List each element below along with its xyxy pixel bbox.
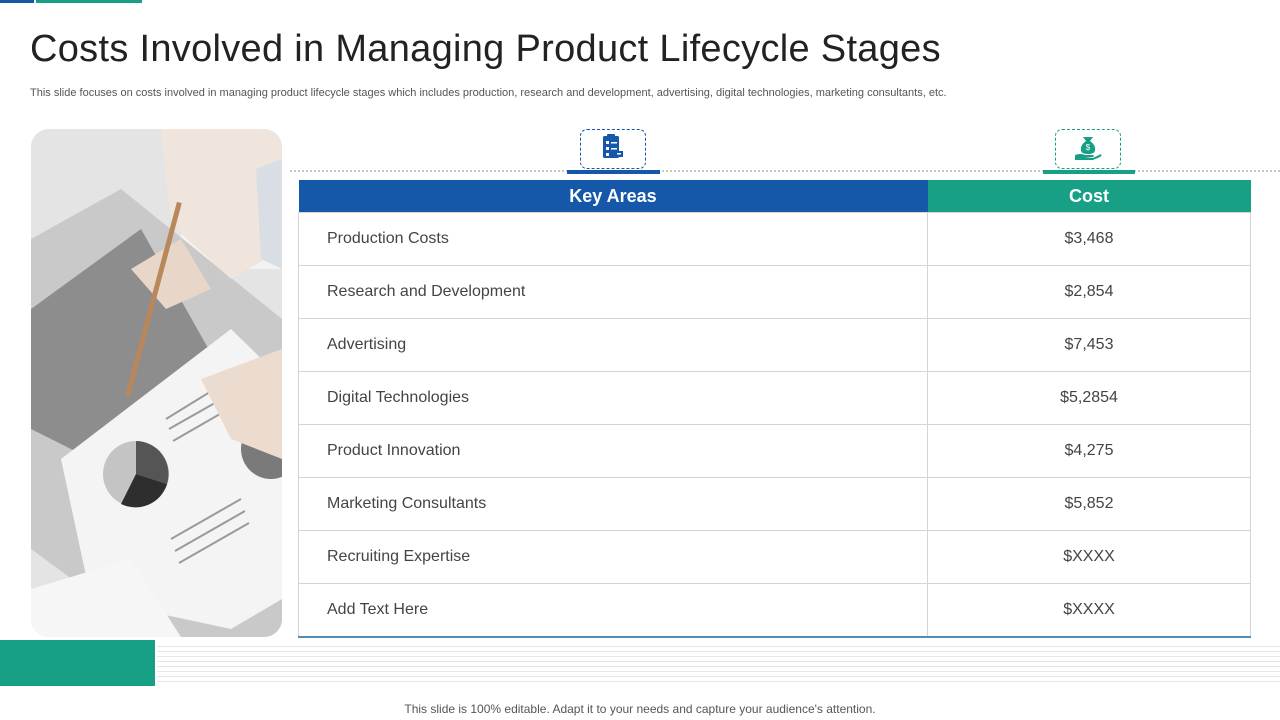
table-row: Recruiting Expertise $XXXX: [298, 530, 1251, 584]
key-areas-header: Key Areas: [298, 180, 928, 213]
cost-cell: $4,275: [927, 424, 1251, 478]
cost-cell: $XXXX: [927, 530, 1251, 584]
footer-note: This slide is 100% editable. Adapt it to…: [404, 702, 876, 716]
dotted-divider: [290, 170, 1280, 172]
cost-cell: $XXXX: [927, 583, 1251, 638]
top-accent-blue: [0, 0, 34, 3]
bottom-decorative-lines: [157, 646, 1280, 682]
table-row: Product Innovation $4,275: [298, 424, 1251, 478]
page-subtitle: This slide focuses on costs involved in …: [30, 87, 947, 99]
page-title: Costs Involved in Managing Product Lifec…: [30, 28, 941, 70]
key-area-cell: Add Text Here: [298, 583, 928, 638]
table-row: Digital Technologies $5,2854: [298, 371, 1251, 425]
table-row: Production Costs $3,468: [298, 212, 1251, 266]
cost-icon-underline: [1043, 170, 1135, 174]
key-areas-icon-box: [580, 129, 646, 169]
key-area-cell: Advertising: [298, 318, 928, 372]
report-photo: [31, 129, 282, 637]
clipboard-checklist-icon: [601, 133, 625, 166]
top-accent-green: [36, 0, 142, 3]
cost-cell: $7,453: [927, 318, 1251, 372]
cost-cell: $5,852: [927, 477, 1251, 531]
key-area-cell: Product Innovation: [298, 424, 928, 478]
table-row: Advertising $7,453: [298, 318, 1251, 372]
table-header-row: Key Areas Cost: [298, 180, 1251, 213]
key-area-cell: Recruiting Expertise: [298, 530, 928, 584]
cost-table: Key Areas Cost Production Costs $3,468 R…: [298, 180, 1251, 638]
cost-icon-box: $: [1055, 129, 1121, 169]
cost-cell: $2,854: [927, 265, 1251, 319]
key-area-cell: Digital Technologies: [298, 371, 928, 425]
bottom-accent-block: [0, 640, 155, 686]
key-area-cell: Marketing Consultants: [298, 477, 928, 531]
key-areas-icon-underline: [567, 170, 660, 174]
key-area-cell: Production Costs: [298, 212, 928, 266]
table-row: Add Text Here $XXXX: [298, 583, 1251, 638]
table-row: Research and Development $2,854: [298, 265, 1251, 319]
svg-text:$: $: [1086, 143, 1091, 152]
cost-header: Cost: [927, 180, 1251, 213]
cost-cell: $3,468: [927, 212, 1251, 266]
table-row: Marketing Consultants $5,852: [298, 477, 1251, 531]
cost-cell: $5,2854: [927, 371, 1251, 425]
money-bag-hand-icon: $: [1073, 133, 1103, 166]
key-area-cell: Research and Development: [298, 265, 928, 319]
